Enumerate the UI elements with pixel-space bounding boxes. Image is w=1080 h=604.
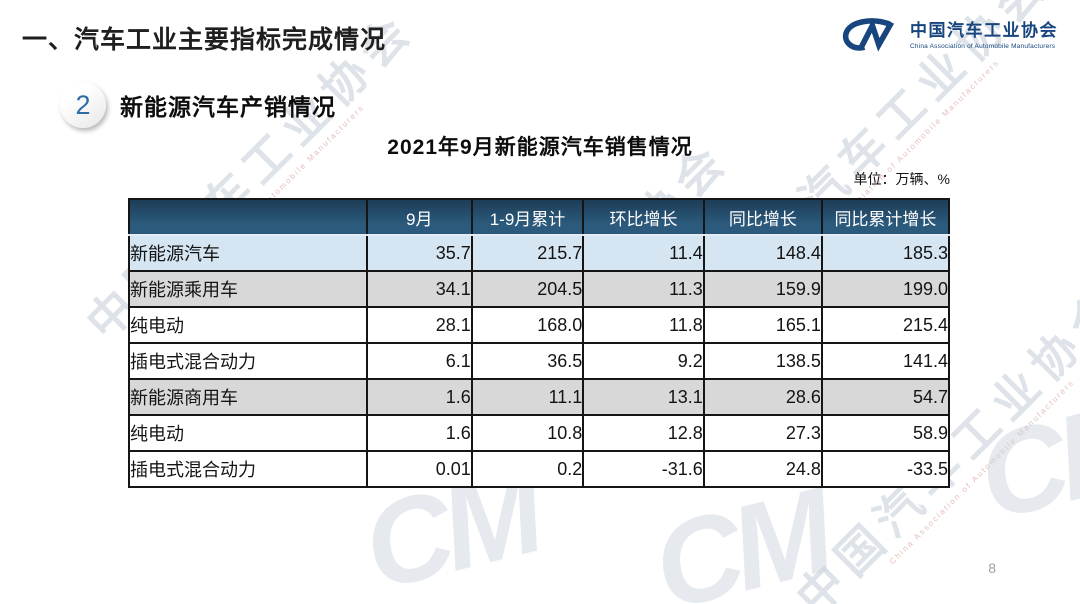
cell-value: 148.4 xyxy=(702,234,823,272)
cell-value: 215.4 xyxy=(820,306,951,344)
cell-value: 11.8 xyxy=(582,306,705,344)
caam-name-en: China Association of Automobile Manufact… xyxy=(910,42,1056,50)
cell-value: 204.5 xyxy=(470,270,585,308)
cell-value: 0.2 xyxy=(470,450,585,488)
cell-value: 28.1 xyxy=(365,306,473,344)
cell-value: 54.7 xyxy=(820,378,951,416)
row-label: 新能源乘用车 xyxy=(128,270,368,308)
cell-value: 0.01 xyxy=(365,450,473,488)
row-label: 新能源商用车 xyxy=(128,378,368,416)
row-label: 新能源汽车 xyxy=(128,234,368,272)
cell-value: 165.1 xyxy=(702,306,823,344)
table-row: 纯电动 28.1 168.0 11.8 165.1 215.4 xyxy=(128,306,951,344)
cell-value: 141.4 xyxy=(820,342,951,380)
cell-value: 36.5 xyxy=(470,342,585,380)
row-label: 纯电动 xyxy=(128,306,368,344)
cell-value: 35.7 xyxy=(365,234,473,272)
cell-value: 159.9 xyxy=(702,270,823,308)
page-title: 一、汽车工业主要指标完成情况 xyxy=(22,26,387,54)
cell-value: 9.2 xyxy=(582,342,705,380)
cell-value: 13.1 xyxy=(582,378,705,416)
watermark-monogram: CM xyxy=(966,374,1080,546)
col-header: 1-9月累计 xyxy=(470,198,585,236)
caam-name-cn: 中国汽车工业协会 xyxy=(910,21,1058,41)
col-header: 同比增长 xyxy=(702,198,823,236)
col-header xyxy=(128,198,368,236)
col-header: 同比累计增长 xyxy=(820,198,951,236)
cell-value: 27.3 xyxy=(702,414,823,452)
section-title: 新能源汽车产销情况 xyxy=(120,94,336,120)
cell-value: 12.8 xyxy=(582,414,705,452)
caam-logo: 中国汽车工业协会 China Association of Automobile… xyxy=(838,16,1058,56)
caam-logo-text: 中国汽车工业协会 China Association of Automobile… xyxy=(910,21,1058,50)
section-heading: 2 新能源汽车产销情况 xyxy=(60,82,336,128)
row-label: 插电式混合动力 xyxy=(128,450,368,488)
caam-monogram-icon xyxy=(842,18,895,52)
table-row: 新能源汽车 35.7 215.7 11.4 148.4 185.3 xyxy=(128,234,951,272)
page-number: 8 xyxy=(988,560,996,576)
cell-value: 24.8 xyxy=(702,450,823,488)
cell-value: 58.9 xyxy=(820,414,951,452)
cell-value: 11.3 xyxy=(582,270,705,308)
cell-value: 1.6 xyxy=(365,414,473,452)
row-label: 纯电动 xyxy=(128,414,368,452)
col-header: 环比增长 xyxy=(582,198,705,236)
cell-value: 28.6 xyxy=(702,378,823,416)
cell-value: 11.4 xyxy=(582,234,705,272)
cell-value: 34.1 xyxy=(365,270,473,308)
col-header: 9月 xyxy=(365,198,473,236)
row-label: 插电式混合动力 xyxy=(128,342,368,380)
cell-value: 138.5 xyxy=(702,342,823,380)
cell-value: 215.7 xyxy=(470,234,585,272)
cell-value: 6.1 xyxy=(365,342,473,380)
unit-note: 单位：万辆、% xyxy=(853,171,950,187)
table-row: 纯电动 1.6 10.8 12.8 27.3 58.9 xyxy=(128,414,951,452)
table-header-row: 9月 1-9月累计 环比增长 同比增长 同比累计增长 xyxy=(128,198,951,236)
cell-value: -33.5 xyxy=(820,450,951,488)
section-number-badge: 2 xyxy=(60,82,106,128)
table-row: 插电式混合动力 0.01 0.2 -31.6 24.8 -33.5 xyxy=(128,450,951,488)
cell-value: 168.0 xyxy=(470,306,585,344)
cell-value: 185.3 xyxy=(820,234,951,272)
cell-value: 1.6 xyxy=(365,378,473,416)
cell-value: 199.0 xyxy=(820,270,951,308)
nev-sales-table: 9月 1-9月累计 环比增长 同比增长 同比累计增长 新能源汽车 35.7 21… xyxy=(128,198,951,488)
table-row: 新能源乘用车 34.1 204.5 11.3 159.9 199.0 xyxy=(128,270,951,308)
cell-value: -31.6 xyxy=(582,450,705,488)
table-row: 新能源商用车 1.6 11.1 13.1 28.6 54.7 xyxy=(128,378,951,416)
table-title: 2021年9月新能源汽车销售情况 xyxy=(387,136,693,159)
cell-value: 11.1 xyxy=(470,378,585,416)
cell-value: 10.8 xyxy=(470,414,585,452)
table-row: 插电式混合动力 6.1 36.5 9.2 138.5 141.4 xyxy=(128,342,951,380)
